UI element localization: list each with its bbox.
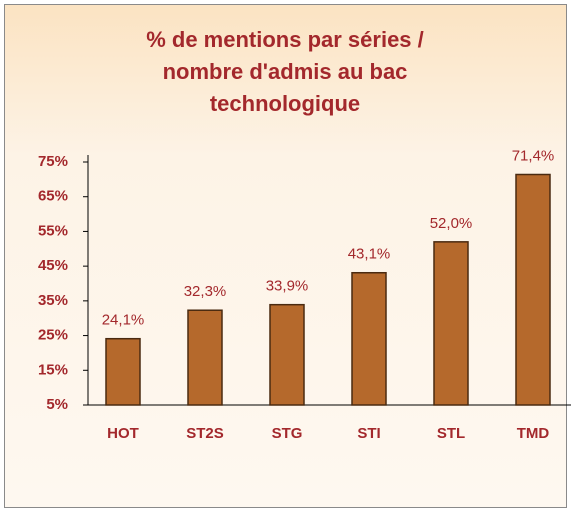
bar bbox=[269, 303, 305, 406]
value-label: 52,0% bbox=[430, 215, 473, 232]
bar bbox=[351, 271, 387, 406]
value-label: 24,1% bbox=[102, 312, 145, 329]
x-tick-label: STL bbox=[437, 425, 465, 442]
value-label: 32,3% bbox=[184, 283, 227, 300]
x-tick-label: STI bbox=[357, 425, 380, 442]
x-tick-label: STG bbox=[272, 425, 303, 442]
y-tick-label: 25% bbox=[38, 327, 68, 344]
bar bbox=[105, 337, 141, 406]
y-tick-label: 45% bbox=[38, 257, 68, 274]
x-tick-label: ST2S bbox=[186, 425, 224, 442]
value-label: 33,9% bbox=[266, 278, 309, 295]
y-tick-label: 35% bbox=[38, 292, 68, 309]
value-label: 71,4% bbox=[512, 147, 555, 164]
value-label: 43,1% bbox=[348, 246, 391, 263]
bar bbox=[515, 173, 551, 406]
bar bbox=[433, 241, 469, 406]
chart-title: % de mentions par séries / nombre d'admi… bbox=[146, 27, 424, 116]
y-tick-label: 15% bbox=[38, 361, 68, 378]
x-tick-label: TMD bbox=[517, 425, 550, 442]
x-tick-label: HOT bbox=[107, 425, 139, 442]
y-tick-label: 75% bbox=[38, 153, 68, 170]
y-tick-label: 65% bbox=[38, 188, 68, 205]
chart-frame bbox=[4, 4, 567, 508]
y-tick-label: 55% bbox=[38, 222, 68, 239]
bar bbox=[187, 309, 223, 406]
y-tick-label: 5% bbox=[46, 396, 68, 413]
